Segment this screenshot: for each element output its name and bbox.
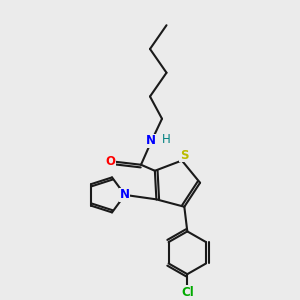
Text: H: H (161, 133, 170, 146)
Text: O: O (105, 155, 115, 168)
Text: Cl: Cl (181, 286, 194, 299)
Text: S: S (180, 149, 188, 162)
Text: N: N (120, 188, 130, 201)
Text: N: N (146, 134, 156, 148)
